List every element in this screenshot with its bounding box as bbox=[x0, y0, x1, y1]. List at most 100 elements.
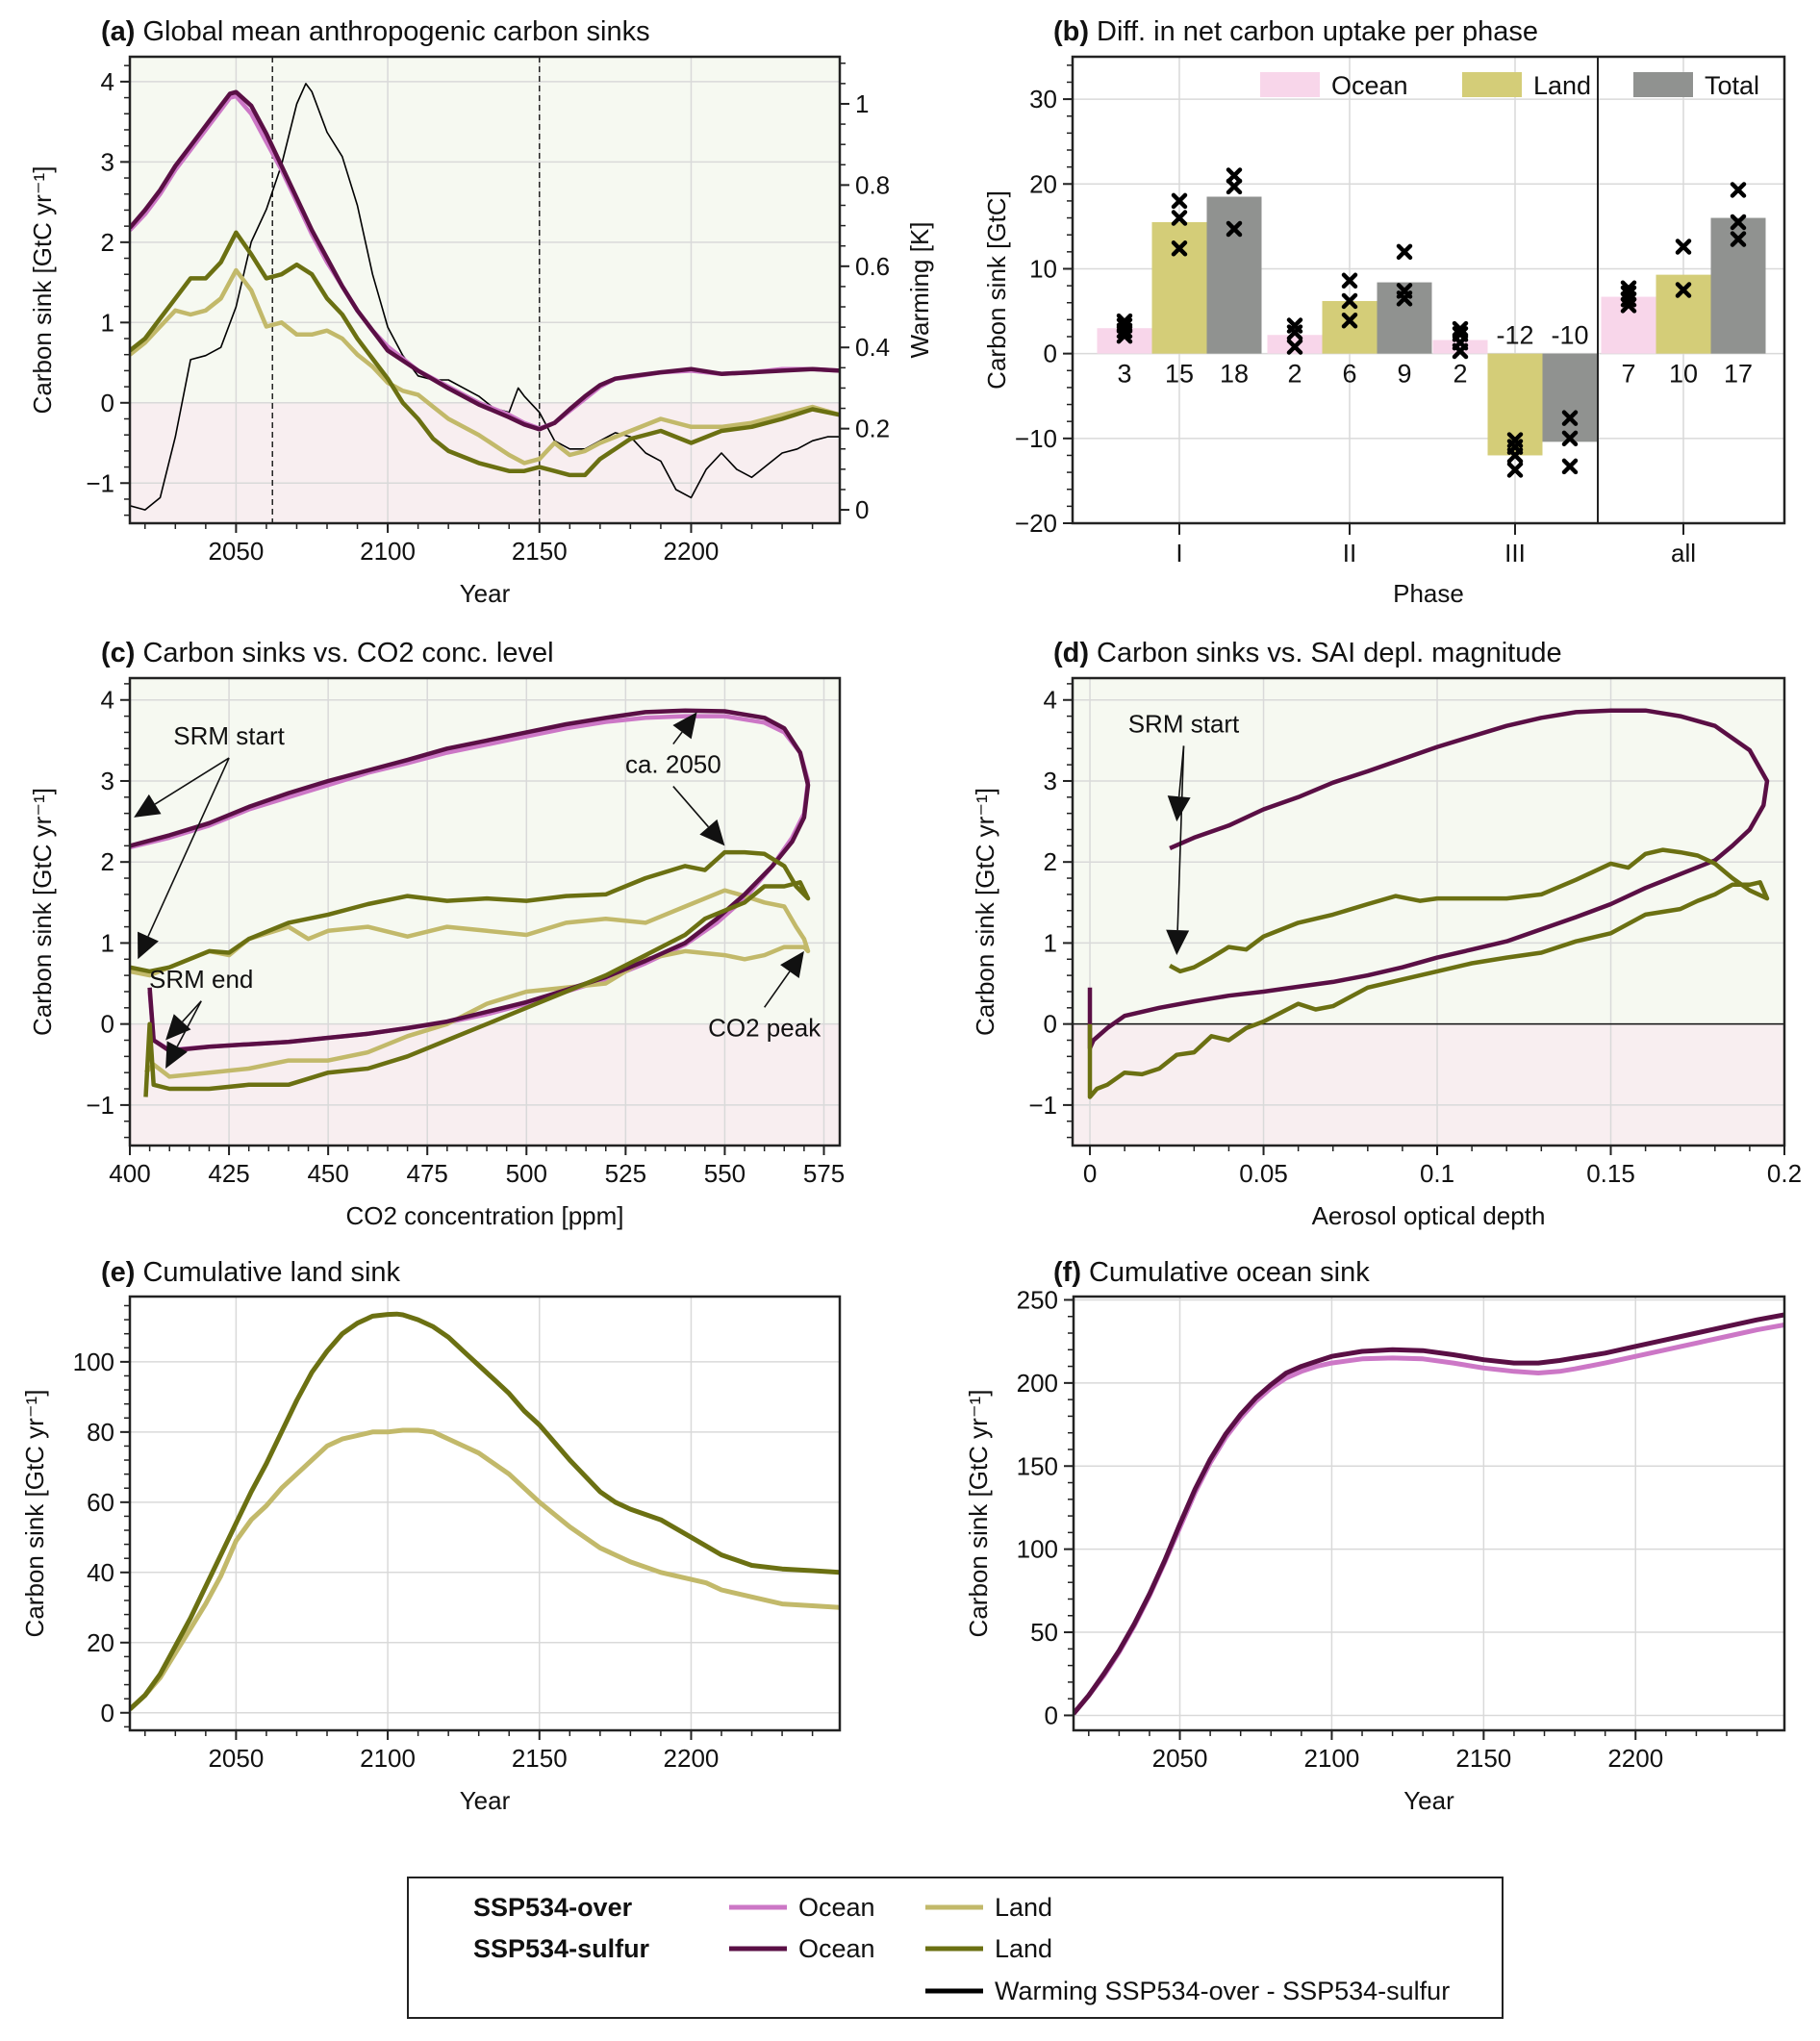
plot-frame bbox=[1072, 1295, 1786, 1732]
x-tick-label: all bbox=[1671, 539, 1696, 567]
y-axis-title: Carbon sink [GtC] bbox=[982, 190, 1011, 390]
y-tick-label: 0 bbox=[101, 389, 114, 417]
panel-f-title: (f) Cumulative ocean sink bbox=[1053, 1257, 1370, 1288]
y-tick-label: 0 bbox=[101, 1010, 114, 1039]
y-tick-label: 60 bbox=[87, 1488, 114, 1517]
annotation-arrow-head bbox=[699, 819, 725, 846]
y2-tick-label: 0.8 bbox=[855, 170, 890, 199]
bar-total bbox=[1206, 196, 1262, 354]
member-marker bbox=[1506, 462, 1524, 478]
x-tick-label: 2150 bbox=[512, 537, 568, 566]
annotation-arrow-line bbox=[182, 1000, 202, 1022]
y-tick-label: 4 bbox=[101, 67, 114, 96]
annotation-label: SRM start bbox=[1128, 709, 1240, 738]
member-marker bbox=[1730, 214, 1747, 231]
member-marker bbox=[1396, 243, 1413, 261]
member-marker bbox=[1620, 280, 1637, 296]
series-line-ssp534-sulfur-land bbox=[130, 849, 811, 1097]
legend-label: Land bbox=[1533, 71, 1591, 100]
positive-region-bg bbox=[130, 57, 840, 403]
panel-e-tag: (e) bbox=[101, 1257, 135, 1288]
member-marker bbox=[1226, 178, 1243, 195]
series-line-ssp534-sulfur-land bbox=[130, 230, 840, 478]
legend-swatch bbox=[1633, 72, 1693, 97]
legend-label: Total bbox=[1705, 71, 1759, 100]
panel-a-tag: (a) bbox=[101, 16, 135, 47]
x-tick-label: 2050 bbox=[208, 1744, 264, 1773]
series-line-ssp534-over-land bbox=[130, 267, 840, 466]
y-tick-label: 4 bbox=[1044, 686, 1057, 715]
series-line-ssp534-sulfur-ocean bbox=[130, 89, 840, 432]
x-tick-label: II bbox=[1343, 539, 1356, 567]
plot-frame bbox=[1071, 676, 1786, 1147]
x-tick-label: 0.1 bbox=[1420, 1159, 1454, 1188]
bar-value-label: -10 bbox=[1551, 321, 1588, 350]
y-tick-label: 20 bbox=[87, 1628, 114, 1657]
negative-region-bg bbox=[1073, 1023, 1784, 1146]
member-marker bbox=[1561, 458, 1579, 475]
bar-value-label: 10 bbox=[1669, 360, 1698, 389]
bar-value-label: 2 bbox=[1287, 360, 1302, 389]
y-tick-label: 20 bbox=[1029, 169, 1057, 198]
panel-a-title-text: Global mean anthropogenic carbon sinks bbox=[142, 16, 649, 47]
y-tick-label: 2 bbox=[101, 228, 114, 257]
member-marker bbox=[1171, 192, 1188, 210]
y-tick-label: 2 bbox=[101, 847, 114, 876]
panel-c-title-text: Carbon sinks vs. CO2 conc. level bbox=[142, 638, 553, 668]
member-marker bbox=[1116, 317, 1133, 334]
bar-total bbox=[1377, 282, 1432, 354]
panel-e-title-text: Cumulative land sink bbox=[142, 1257, 400, 1288]
panel-b-tag: (b) bbox=[1053, 16, 1089, 47]
y-tick-label: 250 bbox=[1017, 1285, 1058, 1314]
member-marker bbox=[1452, 320, 1469, 338]
legend-item-label: Land bbox=[995, 1893, 1052, 1922]
member-marker bbox=[1171, 240, 1188, 257]
y2-tick-label: 0 bbox=[855, 495, 869, 524]
x-tick-label: 2100 bbox=[360, 537, 416, 566]
y-tick-label: 1 bbox=[101, 928, 114, 957]
member-marker bbox=[1561, 410, 1579, 426]
member-marker bbox=[1286, 317, 1303, 334]
panel-e: 2050 2100 2150 2200 0 20 40 60 80 100 Year Carbon s… bbox=[20, 1295, 842, 1815]
x-tick-label: 525 bbox=[605, 1159, 646, 1188]
x-tick-label: 2100 bbox=[360, 1744, 416, 1773]
x-tick-label: 2050 bbox=[208, 537, 264, 566]
x-tick-label: 550 bbox=[704, 1159, 746, 1188]
bar-ocean bbox=[1432, 340, 1488, 354]
member-marker bbox=[1226, 220, 1243, 238]
annotation-arrow-head bbox=[165, 1014, 191, 1041]
series-line-ssp534-sulfur-land bbox=[1087, 847, 1770, 1099]
panel-a-title: (a) Global mean anthropogenic carbon sink… bbox=[101, 16, 650, 47]
bar-land bbox=[1322, 300, 1378, 354]
annotation-arrow-head bbox=[138, 931, 159, 960]
panel-d-tag: (d) bbox=[1053, 638, 1089, 668]
panel-d-title: (d) Carbon sinks vs. SAI depl. magnitude bbox=[1053, 638, 1562, 668]
y-tick-label: 3 bbox=[101, 147, 114, 176]
x-tick-label: 475 bbox=[407, 1159, 448, 1188]
series-line-ssp534-sulfur-ocean bbox=[1074, 1312, 1784, 1716]
y-axis-title: Carbon sink [GtC yr⁻¹] bbox=[20, 1390, 49, 1638]
panel-d: 0 0.05 0.1 0.15 0.2 −1 0 1 2 3 4 Aerosol optical de… bbox=[971, 676, 1802, 1230]
annotation-arrow-head bbox=[780, 950, 804, 979]
bar-value-label: 18 bbox=[1220, 360, 1249, 389]
member-marker bbox=[1226, 167, 1243, 184]
panel-c-tag: (c) bbox=[101, 638, 135, 668]
bar-value-label: -12 bbox=[1496, 321, 1533, 350]
member-marker bbox=[1341, 312, 1358, 329]
member-marker bbox=[1286, 339, 1303, 355]
bar-value-label: 9 bbox=[1397, 360, 1411, 389]
x-tick-label: 450 bbox=[307, 1159, 348, 1188]
panel-a: 2050 2100 2150 2200 −1 0 1 2 3 4 0 0.2 0.4 0.6 0.8 1 War… bbox=[28, 55, 934, 608]
y2-tick-label: 0.6 bbox=[855, 252, 890, 281]
plot-frame bbox=[128, 676, 842, 1147]
y-tick-label: 40 bbox=[87, 1558, 114, 1587]
bar-value-label: 7 bbox=[1621, 360, 1635, 389]
x-axis-title: CO2 concentration [ppm] bbox=[345, 1201, 623, 1230]
annotation-label: SRM start bbox=[173, 721, 285, 750]
series-line-warming-ssp534-over-ssp534-sulfur bbox=[130, 83, 840, 511]
annotation-label: SRM end bbox=[149, 965, 253, 994]
member-marker bbox=[1730, 231, 1747, 247]
bar-value-label: 17 bbox=[1724, 360, 1753, 389]
annotation-arrow-head bbox=[1167, 795, 1191, 822]
y2-tick-label: 1 bbox=[855, 89, 869, 118]
